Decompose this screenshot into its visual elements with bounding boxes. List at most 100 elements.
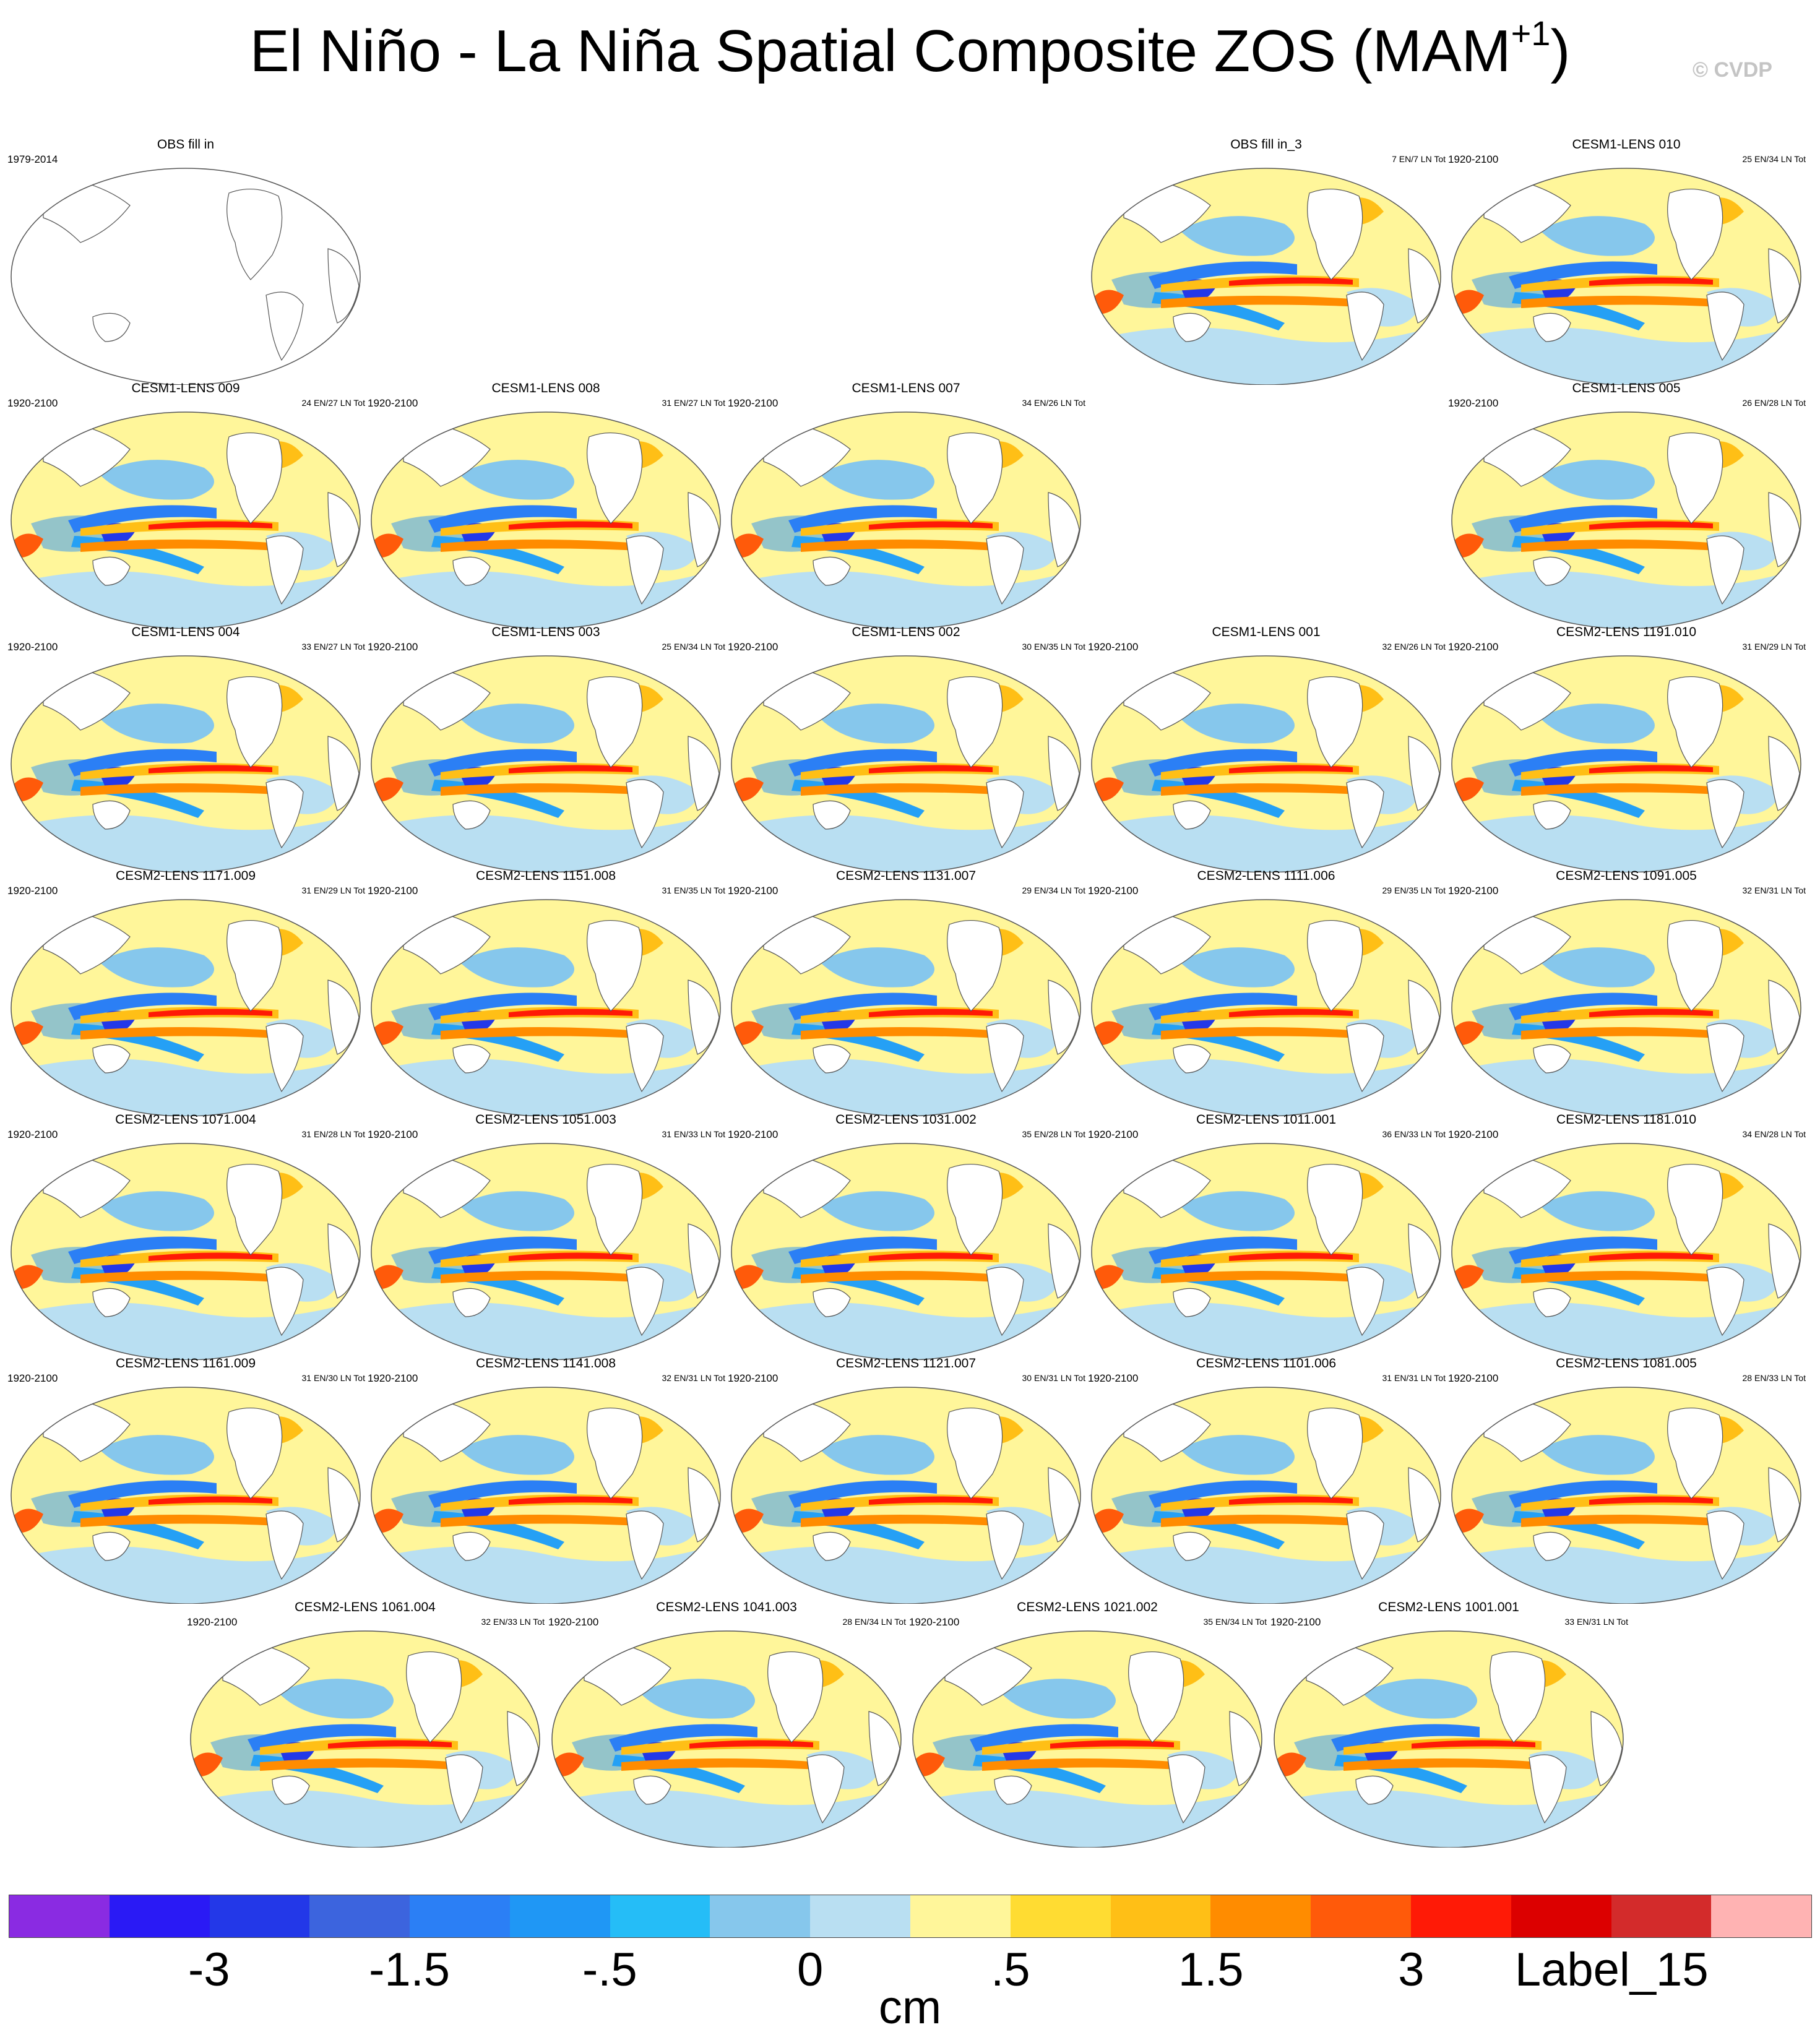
land-africa (327, 736, 360, 811)
land-africa (688, 736, 720, 811)
anomaly-blue-wedge-north (428, 749, 577, 777)
land-australia (92, 800, 131, 830)
anomaly-blue-wedge-north (788, 992, 937, 1020)
land-north-america (226, 1408, 283, 1499)
land-africa (1048, 1223, 1080, 1299)
anomaly-orange-band-south (801, 1271, 999, 1283)
map-panel: CESM2-LENS 1061.004 1920-2100 32 EN/33 LN … (186, 1600, 545, 1848)
land-australia (92, 1044, 131, 1074)
anomaly-red-band-north (1050, 1740, 1174, 1749)
land-north-america (226, 189, 283, 280)
land-south-america (265, 1510, 304, 1580)
anomaly-negative-north-pacific (1540, 216, 1655, 256)
panel-years: 1920-2100 (7, 1372, 58, 1384)
land-australia (1533, 1044, 1571, 1074)
colorbar-swatch (1410, 1895, 1511, 1937)
land-africa (1408, 979, 1440, 1055)
panel-event-count: 25 EN/34 LN Tot (662, 642, 725, 652)
land-south-america (1529, 1754, 1567, 1824)
anomaly-west-red-bulge (11, 1021, 43, 1046)
land-australia (1173, 800, 1211, 830)
land-africa (1408, 1467, 1440, 1543)
anomaly-red-band-north (1589, 1496, 1713, 1505)
panel-event-count: 31 EN/30 LN Tot (301, 1373, 365, 1383)
map-panel: OBS fill in_3 7 EN/7 LN Tot (1087, 137, 1446, 385)
land-australia (1173, 1044, 1211, 1074)
anomaly-blue-wedge-north (68, 992, 217, 1020)
anomaly-negative-north-pacific (459, 460, 574, 500)
anomaly-negative-north-pacific (1540, 460, 1655, 500)
land-africa (1048, 979, 1080, 1055)
anomaly-west-red-bulge (11, 777, 43, 802)
map-boundary (1451, 411, 1801, 629)
land-australia (1173, 1288, 1211, 1317)
panel-title: CESM2-LENS 1191.010 (1556, 625, 1697, 639)
land-australia (92, 1531, 131, 1561)
map-panel: CESM1-LENS 007 1920-2100 34 EN/26 LN Tot (727, 381, 1085, 629)
anomaly-blue-wedge-north (1149, 1236, 1297, 1264)
panel-years: 1920-2100 (909, 1616, 960, 1628)
panel-years: 1979-2014 (7, 153, 58, 165)
map-boundary (1274, 1630, 1624, 1848)
land-australia (272, 1775, 310, 1805)
map-panel: CESM2-LENS 1051.003 1920-2100 31 EN/33 LN … (366, 1113, 725, 1360)
anomaly-west-red-bulge (1092, 777, 1124, 802)
colorbar-tick-label: 3 (1398, 1943, 1425, 1996)
anomaly-negative-north-pacific (819, 1191, 934, 1231)
panel-years: 1920-2100 (1270, 1616, 1321, 1628)
anomaly-red-band-north (509, 1009, 632, 1017)
panel-years: 1920-2100 (728, 1129, 778, 1140)
panel-title: CESM1-LENS 010 (1572, 137, 1681, 152)
panel-event-count: 31 EN/29 LN Tot (301, 885, 365, 895)
colorbar-swatch (109, 1895, 210, 1937)
land-australia (452, 800, 491, 830)
anomaly-orange-band-south (982, 1758, 1180, 1771)
panel-title: CESM1-LENS 009 (131, 381, 240, 395)
panel-event-count: 35 EN/34 LN Tot (1203, 1617, 1267, 1627)
panel-title: CESM2-LENS 1151.008 (475, 869, 616, 883)
map-panel: CESM1-LENS 001 1920-2100 32 EN/26 LN Tot (1087, 625, 1446, 872)
panel-years: 1920-2100 (728, 397, 778, 409)
land-south-america (626, 535, 664, 605)
anomaly-blue-wedge-north (1149, 749, 1297, 777)
land-south-america (1706, 1510, 1745, 1580)
land-africa (1768, 248, 1800, 324)
anomaly-orange-band-south (260, 1758, 458, 1771)
anomaly-west-red-bulge (731, 777, 764, 802)
panel-event-count: 25 EN/34 LN Tot (1742, 154, 1806, 164)
colorbar-tick-label: -3 (188, 1943, 230, 1996)
anomaly-west-red-bulge (1274, 1752, 1306, 1777)
land-south-america (1706, 291, 1745, 361)
anomaly-red-band-north (869, 1252, 993, 1261)
anomaly-red-band-north (1229, 765, 1353, 773)
anomaly-orange-band-south (441, 540, 639, 552)
anomaly-west-red-bulge (731, 533, 764, 558)
map-panel: CESM2-LENS 1031.002 1920-2100 35 EN/28 LN … (727, 1113, 1085, 1360)
panel-years: 1920-2100 (1088, 1372, 1139, 1384)
anomaly-red-band-north (1412, 1740, 1535, 1749)
anomaly-negative-north-pacific (1001, 1679, 1116, 1719)
map-panel: CESM1-LENS 009 1920-2100 24 EN/27 LN Tot (6, 381, 365, 629)
panel-title: OBS fill in_3 (1230, 137, 1302, 152)
colorbar (9, 1895, 1812, 1938)
anomaly-orange-band-south (1343, 1758, 1542, 1771)
panel-years: 1920-2100 (1448, 885, 1499, 897)
colorbar-swatch (209, 1895, 310, 1937)
anomaly-orange-band-south (80, 783, 278, 796)
land-south-america (265, 1023, 304, 1093)
anomaly-orange-band-south (441, 1271, 639, 1283)
anomaly-negative-north-pacific (1540, 1191, 1655, 1231)
map-panel: CESM2-LENS 1001.001 1920-2100 33 EN/31 LN … (1269, 1600, 1628, 1848)
colorbar-tick-label: -1.5 (369, 1943, 451, 1996)
colorbar-swatch (1611, 1895, 1712, 1937)
land-north-america (1667, 1408, 1723, 1499)
anomaly-west-red-bulge (1452, 533, 1484, 558)
panel-event-count: 31 EN/29 LN Tot (1742, 642, 1806, 652)
panel-years: 1920-2100 (1448, 397, 1499, 409)
anomaly-red-band-north (149, 1252, 272, 1261)
colorbar-tick-label: -.5 (582, 1943, 637, 1996)
anomaly-negative-north-pacific (459, 947, 574, 988)
land-north-america (587, 433, 643, 524)
anomaly-negative-north-pacific (1180, 1435, 1295, 1475)
anomaly-orange-band-south (80, 1027, 278, 1039)
